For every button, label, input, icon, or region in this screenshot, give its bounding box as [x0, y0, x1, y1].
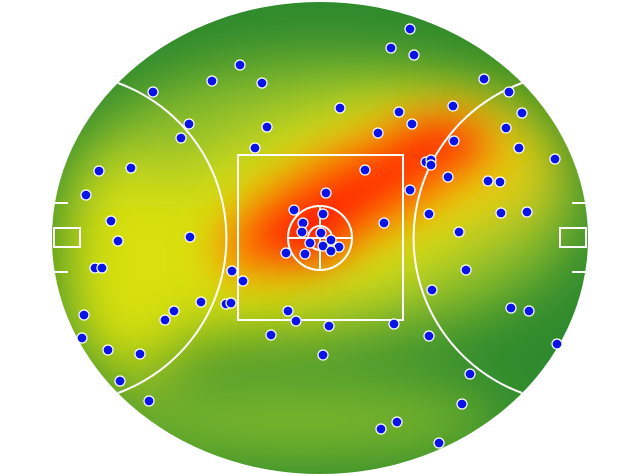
point [261, 121, 273, 133]
point [76, 332, 88, 344]
point [549, 153, 561, 165]
point [359, 164, 371, 176]
point [482, 175, 494, 187]
point [134, 348, 146, 360]
point [325, 234, 337, 246]
point [505, 302, 517, 314]
point [237, 275, 249, 287]
point [447, 100, 459, 112]
point [265, 329, 277, 341]
point [226, 265, 238, 277]
point [249, 142, 261, 154]
point [453, 226, 465, 238]
field-lines [53, 82, 587, 394]
point [500, 122, 512, 134]
point [325, 245, 337, 257]
point [406, 118, 418, 130]
point [183, 118, 195, 130]
point [315, 227, 327, 239]
point [523, 305, 535, 317]
point [423, 330, 435, 342]
point [168, 305, 180, 317]
point [317, 208, 329, 220]
point [125, 162, 137, 174]
point [456, 398, 468, 410]
point [448, 135, 460, 147]
point [320, 187, 332, 199]
point [184, 231, 196, 243]
point [503, 86, 515, 98]
point [323, 320, 335, 332]
point [372, 127, 384, 139]
point [280, 247, 292, 259]
point [317, 240, 329, 252]
point [80, 189, 92, 201]
point [375, 423, 387, 435]
point [388, 318, 400, 330]
point [494, 176, 506, 188]
point [425, 159, 437, 171]
point [78, 309, 90, 321]
point [385, 42, 397, 54]
point [551, 338, 563, 350]
point [256, 77, 268, 89]
point [102, 344, 114, 356]
point [282, 305, 294, 317]
point [516, 107, 528, 119]
point [175, 132, 187, 144]
point [147, 86, 159, 98]
point [521, 206, 533, 218]
point [391, 416, 403, 428]
point [423, 208, 435, 220]
point [288, 204, 300, 216]
point [225, 297, 237, 309]
point [378, 217, 390, 229]
point [426, 284, 438, 296]
point [304, 237, 316, 249]
point [433, 437, 445, 449]
point [513, 142, 525, 154]
point [393, 106, 405, 118]
point [159, 314, 171, 326]
point [404, 23, 416, 35]
point [290, 315, 302, 327]
point [317, 349, 329, 361]
point [404, 184, 416, 196]
point [96, 262, 108, 274]
point [442, 171, 454, 183]
point [206, 75, 218, 87]
point [464, 368, 476, 380]
point [114, 375, 126, 387]
point [460, 264, 472, 276]
point [93, 165, 105, 177]
point [478, 73, 490, 85]
point [143, 395, 155, 407]
point [408, 49, 420, 61]
point [296, 226, 308, 238]
point [105, 215, 117, 227]
point [299, 248, 311, 260]
point [234, 59, 246, 71]
point [495, 207, 507, 219]
point [195, 296, 207, 308]
point [334, 102, 346, 114]
point [112, 235, 124, 247]
